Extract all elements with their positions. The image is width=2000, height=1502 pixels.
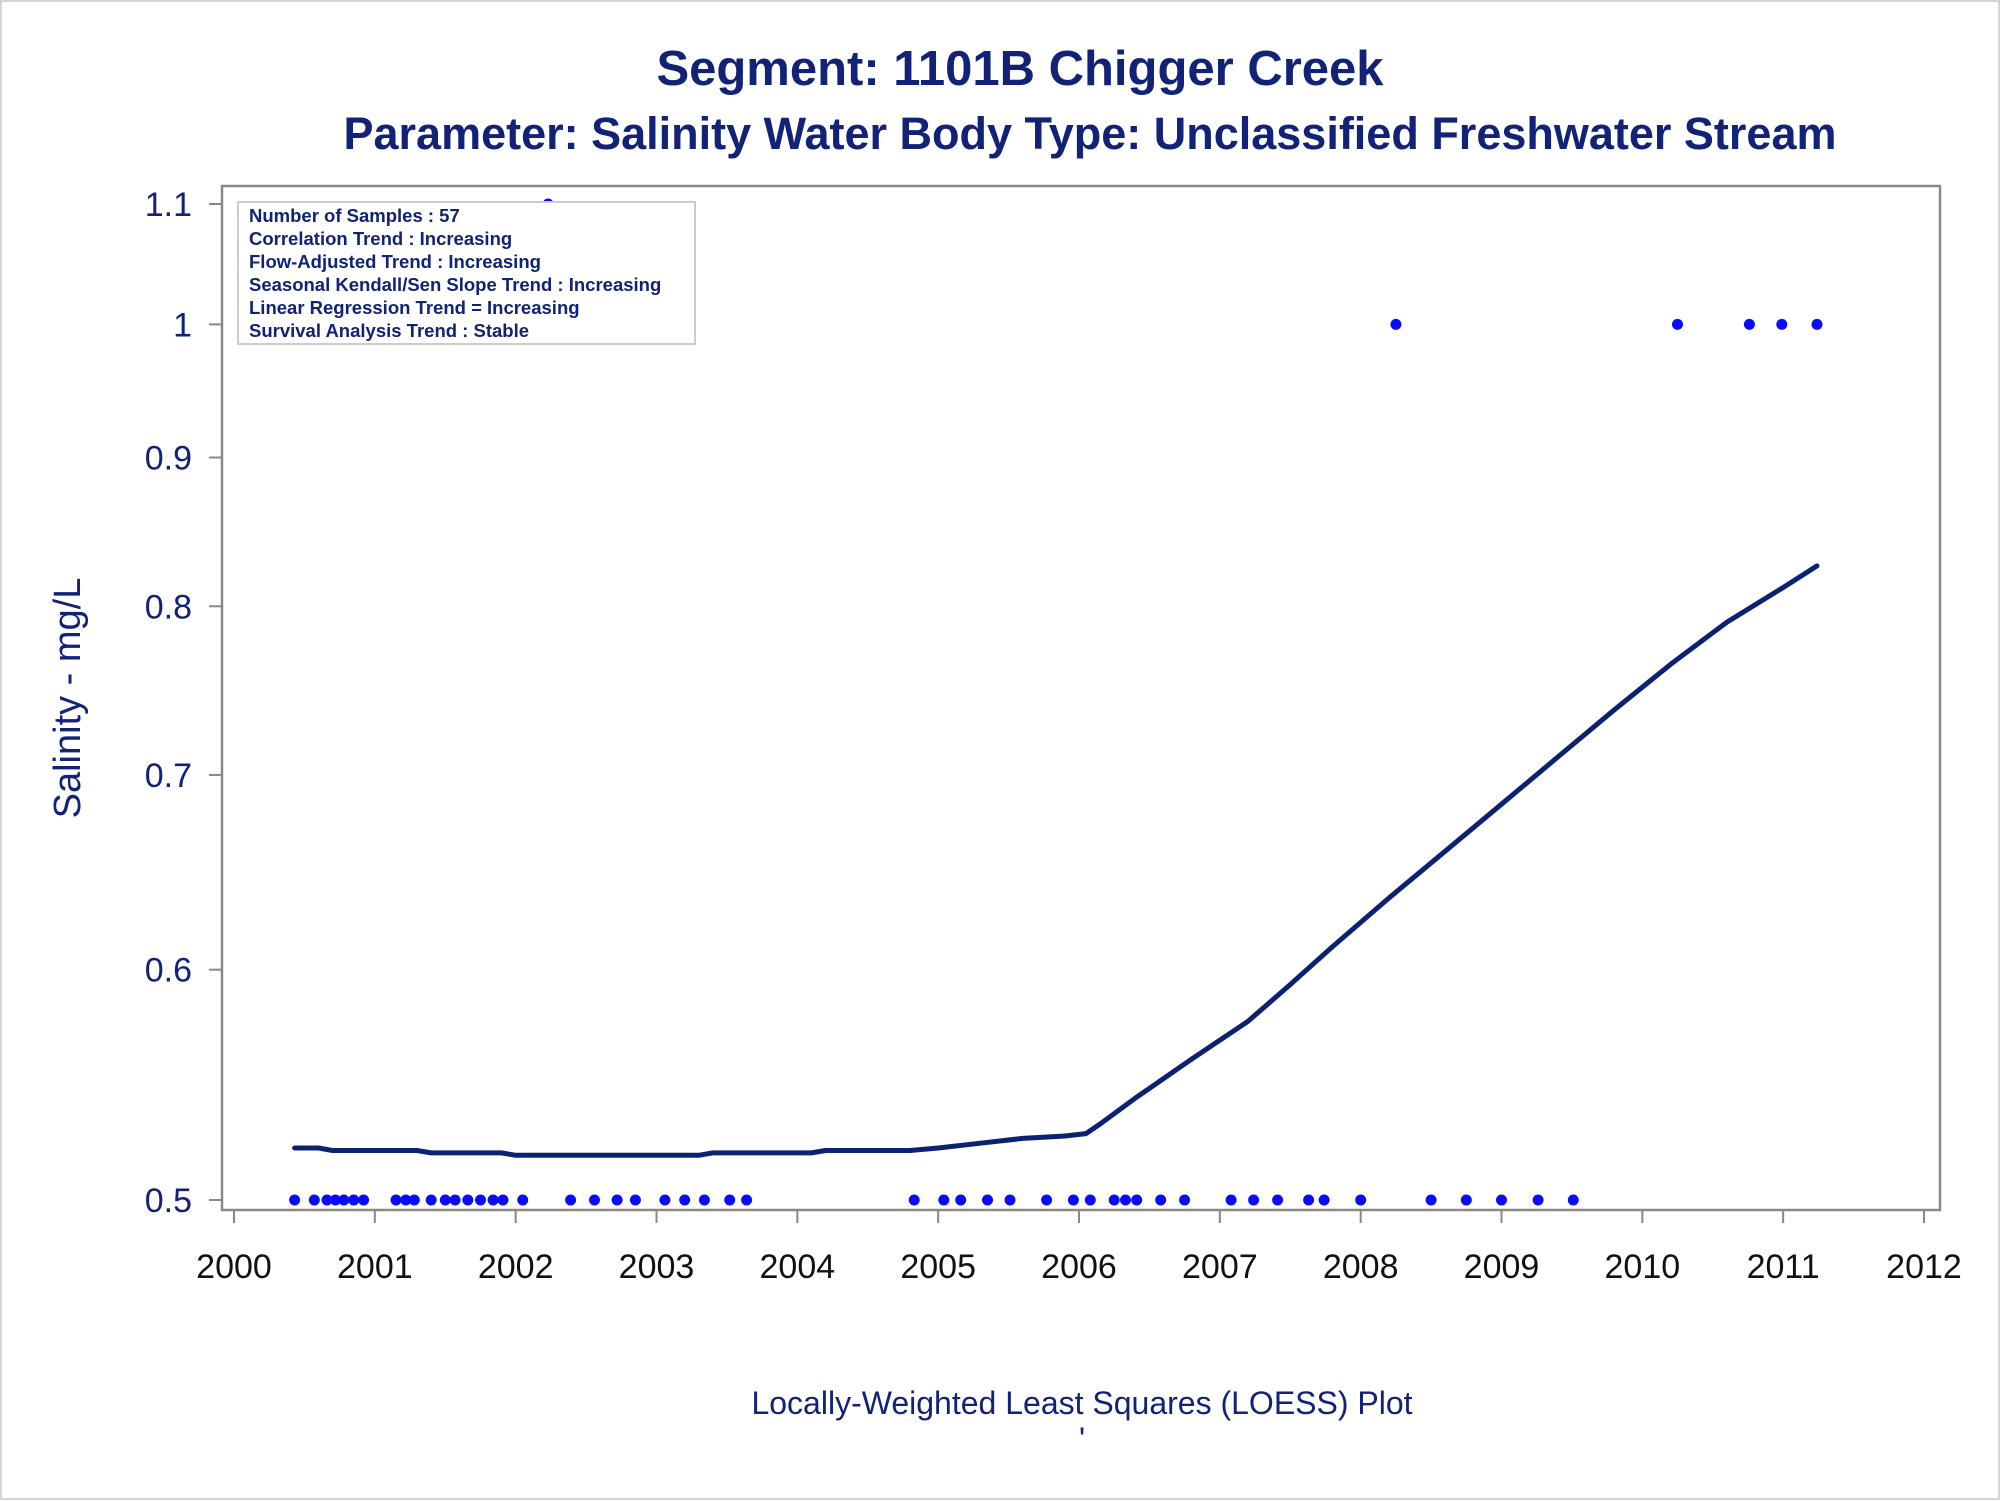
x-tick-label: 2012 bbox=[1886, 1248, 1962, 1286]
data-point bbox=[1672, 318, 1683, 330]
data-point bbox=[938, 1194, 950, 1206]
data-point bbox=[1272, 1194, 1284, 1206]
stats-line: Flow-Adjusted Trend : Increasing bbox=[249, 251, 541, 272]
plot-area bbox=[220, 184, 1942, 1212]
data-point bbox=[425, 1194, 437, 1206]
loess-layer bbox=[292, 563, 1820, 1158]
data-point bbox=[475, 1194, 486, 1206]
data-point bbox=[1084, 1194, 1096, 1206]
x-tick-label: 2006 bbox=[1041, 1248, 1117, 1286]
data-point bbox=[1811, 318, 1823, 330]
data-point bbox=[1743, 318, 1755, 330]
x-tick-label: 2003 bbox=[619, 1248, 695, 1286]
x-tick-label: 2001 bbox=[337, 1248, 413, 1286]
data-point bbox=[589, 1194, 600, 1206]
data-point bbox=[329, 1194, 341, 1206]
data-point bbox=[400, 1194, 412, 1206]
y-tick-label: 0.9 bbox=[145, 439, 192, 477]
loess-line bbox=[292, 563, 1820, 1158]
y-tick-label: 0.7 bbox=[145, 757, 192, 795]
stats-inset-box bbox=[237, 201, 696, 345]
stats-line: Correlation Trend : Increasing bbox=[249, 228, 512, 249]
y-axis: 0.5 0.6 0.7 0.8 0.9 1 1.1 bbox=[145, 186, 222, 1220]
data-point bbox=[517, 1194, 529, 1206]
x-tick-label: 2008 bbox=[1323, 1248, 1399, 1286]
data-point bbox=[390, 1194, 402, 1206]
data-point bbox=[289, 1194, 301, 1206]
data-point bbox=[1120, 1194, 1131, 1206]
y-tick-label: 0.8 bbox=[145, 588, 192, 626]
data-point bbox=[659, 1194, 671, 1206]
data-point bbox=[1248, 1194, 1260, 1206]
data-point bbox=[439, 1194, 451, 1206]
data-point bbox=[308, 1194, 320, 1206]
data-point bbox=[1425, 1194, 1437, 1206]
data-point bbox=[1225, 1194, 1237, 1206]
data-point bbox=[1041, 1194, 1053, 1206]
data-point bbox=[982, 1194, 993, 1206]
data-point bbox=[1390, 318, 1402, 330]
data-points-layer bbox=[289, 198, 1823, 1206]
data-point bbox=[449, 1194, 461, 1206]
data-point bbox=[348, 1194, 360, 1206]
data-point bbox=[679, 1194, 691, 1206]
data-point bbox=[565, 1194, 577, 1206]
data-point bbox=[629, 1194, 641, 1206]
data-point bbox=[1776, 318, 1788, 330]
data-point bbox=[1496, 1194, 1507, 1206]
x-tick-label: 2009 bbox=[1464, 1248, 1540, 1286]
chart-footnote: Locally-Weighted Least Squares (LOESS) P… bbox=[751, 1385, 1412, 1421]
stats-line: Linear Regression Trend = Increasing bbox=[249, 297, 580, 318]
stats-line: Survival Analysis Trend : Stable bbox=[249, 320, 529, 341]
data-point bbox=[1318, 1194, 1330, 1206]
data-point bbox=[724, 1194, 736, 1206]
y-tick-label: 1.1 bbox=[145, 186, 192, 224]
x-tick-label: 2000 bbox=[196, 1248, 272, 1286]
y-tick-label: 1 bbox=[173, 306, 192, 344]
data-point bbox=[1155, 1194, 1167, 1206]
data-point bbox=[1460, 1194, 1472, 1206]
data-point bbox=[1355, 1194, 1367, 1206]
stats-inset: Number of Samples : 57 Correlation Trend… bbox=[237, 201, 696, 345]
y-tick-label: 0.6 bbox=[145, 952, 192, 990]
data-point bbox=[1303, 1194, 1315, 1206]
data-point bbox=[497, 1194, 509, 1206]
data-point bbox=[1532, 1194, 1544, 1206]
stats-line: Number of Samples : 57 bbox=[249, 205, 460, 226]
data-point bbox=[358, 1194, 370, 1206]
data-point bbox=[408, 1194, 420, 1206]
footnote-mark: ' bbox=[1079, 1421, 1085, 1457]
chart-title: Segment: 1101B Chigger Creek bbox=[656, 42, 1384, 96]
x-axis: 2000 2001 2002 2003 2004 2005 2006 2007 2008 2009… bbox=[196, 1210, 1962, 1286]
data-point bbox=[1131, 1194, 1143, 1206]
data-point bbox=[1067, 1194, 1079, 1206]
x-tick-label: 2002 bbox=[478, 1248, 554, 1286]
x-tick-label: 2004 bbox=[760, 1248, 836, 1286]
data-point bbox=[1004, 1194, 1016, 1206]
data-point bbox=[462, 1194, 474, 1206]
data-point bbox=[741, 1194, 753, 1206]
data-point bbox=[487, 1194, 499, 1206]
y-tick-label: 0.5 bbox=[145, 1182, 192, 1220]
data-point bbox=[611, 1194, 623, 1206]
data-point bbox=[955, 1194, 967, 1206]
x-tick-label: 2007 bbox=[1182, 1248, 1258, 1286]
x-tick-label: 2005 bbox=[900, 1248, 976, 1286]
data-point bbox=[1108, 1194, 1120, 1206]
data-point bbox=[908, 1194, 920, 1206]
data-point bbox=[1179, 1194, 1191, 1206]
y-axis-label: Salinity - mg/L bbox=[47, 578, 89, 819]
chart-subtitle: Parameter: Salinity Water Body Type: Unc… bbox=[344, 108, 1837, 159]
data-point bbox=[338, 1194, 350, 1206]
x-tick-label: 2011 bbox=[1747, 1248, 1820, 1286]
data-point bbox=[1567, 1194, 1579, 1206]
x-tick-label: 2010 bbox=[1605, 1248, 1681, 1286]
stats-line: Seasonal Kendall/Sen Slope Trend : Incre… bbox=[249, 274, 661, 295]
data-point bbox=[698, 1194, 710, 1206]
data-point bbox=[321, 1194, 333, 1206]
